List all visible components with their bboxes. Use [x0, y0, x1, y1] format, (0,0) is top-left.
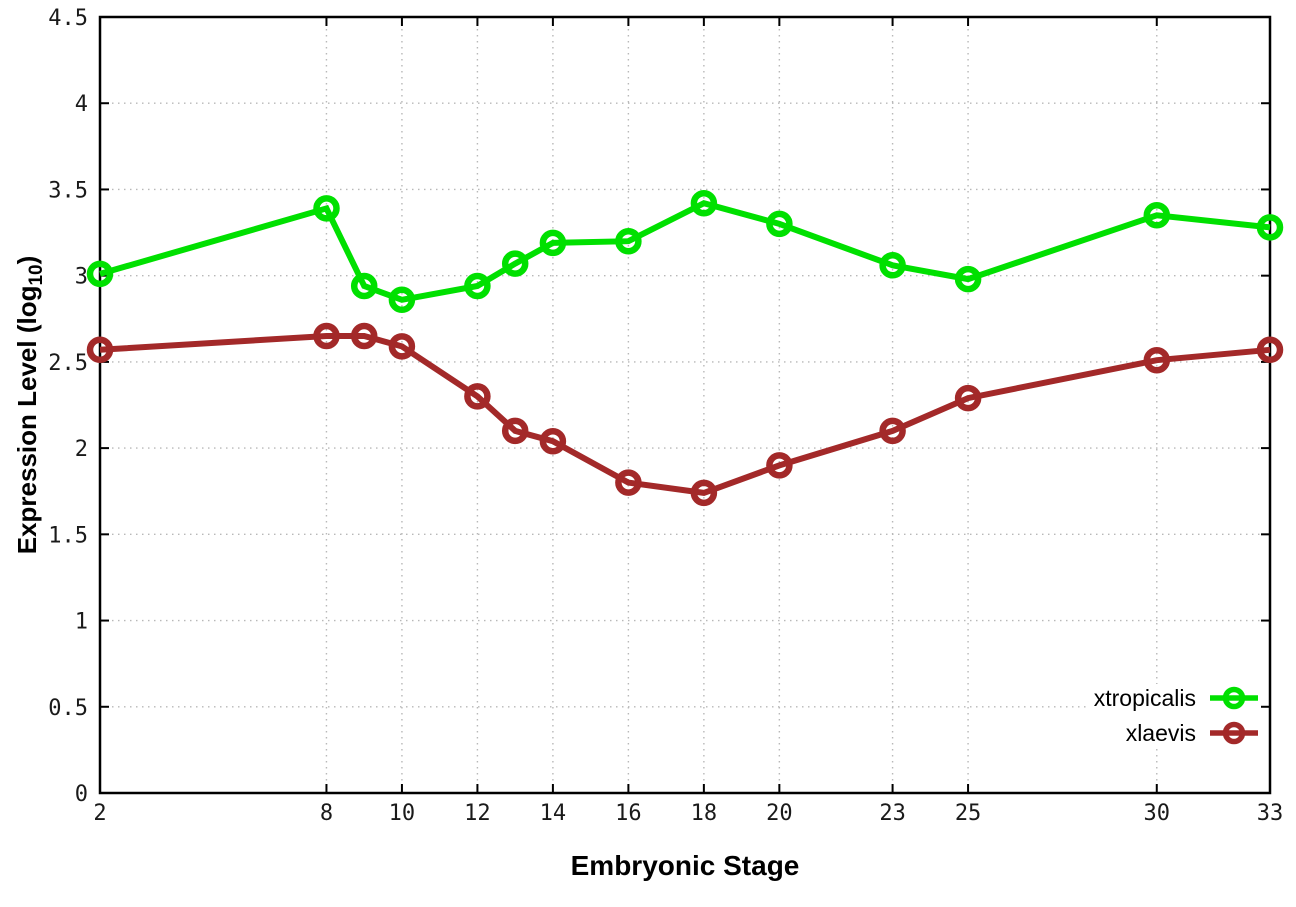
series-line-xlaevis [99, 333, 1271, 496]
y-tick-labels: 0 0.5 1 1.5 2 2.5 3 3.5 4 4.5 [48, 6, 88, 807]
y-tick-label: 3 [75, 265, 88, 290]
x-tick-label: 25 [955, 801, 982, 826]
x-tick-label: 23 [879, 801, 906, 826]
x-tick-label: 18 [691, 801, 718, 826]
data-point-xtropicalis [86, 260, 114, 288]
x-tick-label: 8 [320, 801, 333, 826]
x-tick-labels: 2 8 10 12 14 16 18 20 23 25 30 33 [93, 801, 1283, 826]
data-point-xlaevis [954, 384, 982, 412]
y-tick-label: 2 [75, 437, 88, 462]
data-point-xlaevis [86, 336, 114, 364]
y-tick-label: 4.5 [48, 6, 88, 31]
data-point-xlaevis [539, 427, 567, 455]
legend-label-xlaevis: xlaevis [1125, 719, 1196, 746]
y-tick-label: 3.5 [48, 178, 88, 203]
x-tick-label: 16 [615, 801, 642, 826]
data-point-xlaevis [464, 383, 491, 410]
legend-item-xlaevis: xlaevis [1126, 719, 1260, 747]
y-axis-title: Expression Level (log10) [12, 256, 48, 555]
data-point-xlaevis [615, 469, 642, 496]
data-point-xtropicalis [350, 272, 378, 300]
data-point-xlaevis [690, 479, 718, 507]
x-axis-title: Embryonic Stage [570, 850, 800, 881]
y-axis-title-text: Expression Level (log [12, 285, 42, 555]
x-tick-label: 12 [464, 801, 491, 826]
data-point-xtropicalis [879, 252, 906, 279]
data-point-xtropicalis [1143, 202, 1171, 229]
legend: xtropicalis xlaevis [1087, 684, 1260, 747]
y-tick-label: 0.5 [48, 696, 88, 721]
data-point-xtropicalis [539, 229, 567, 257]
legend-sample-marker [1222, 686, 1246, 710]
x-tick-label: 33 [1257, 801, 1284, 826]
data-point-xtropicalis [615, 227, 642, 255]
data-point-xlaevis [501, 417, 529, 445]
data-point-xlaevis [1143, 346, 1171, 374]
data-point-xlaevis [1256, 336, 1284, 364]
y-tick-label: 4 [75, 92, 88, 117]
y-tick-label: 1.5 [48, 523, 88, 548]
data-point-xtropicalis [766, 210, 793, 238]
data-point-xtropicalis [954, 265, 982, 293]
legend-sample-xtropicalis [1210, 686, 1258, 710]
x-tick-label: 30 [1144, 801, 1171, 826]
data-point-xtropicalis [464, 272, 491, 300]
y-tick-label: 1 [75, 610, 88, 635]
y-axis-title-close: ) [12, 255, 42, 265]
tick-marks [99, 16, 1271, 794]
series-xtropicalis [86, 189, 1284, 314]
x-tick-label: 14 [540, 801, 567, 826]
x-tick-label: 10 [389, 801, 416, 826]
y-tick-label: 2.5 [48, 351, 88, 376]
x-tick-label: 2 [93, 801, 106, 826]
data-point-xtropicalis [501, 250, 529, 277]
legend-item-xtropicalis: xtropicalis [1094, 684, 1260, 712]
data-point-xtropicalis [1256, 214, 1284, 241]
legend-label-xtropicalis: xtropicalis [1093, 684, 1196, 711]
legend-sample-xlaevis [1210, 721, 1258, 745]
grid-layer [100, 17, 1270, 793]
data-point-xtropicalis [690, 189, 718, 217]
data-point-xtropicalis [388, 286, 416, 314]
data-point-xtropicalis [313, 195, 340, 222]
data-point-xlaevis [766, 452, 793, 479]
legend-sample-marker [1222, 721, 1246, 745]
data-point-xlaevis [350, 322, 378, 350]
series-xlaevis [86, 322, 1284, 507]
x-tick-label: 20 [766, 801, 793, 826]
data-point-xlaevis [879, 417, 906, 445]
data-point-xlaevis [313, 322, 340, 350]
data-point-xlaevis [388, 333, 416, 360]
y-axis-title-subscript: 10 [26, 264, 47, 286]
y-tick-label: 0 [75, 782, 88, 807]
series-line-xtropicalis [99, 200, 1271, 303]
plot-border [98, 15, 1272, 795]
